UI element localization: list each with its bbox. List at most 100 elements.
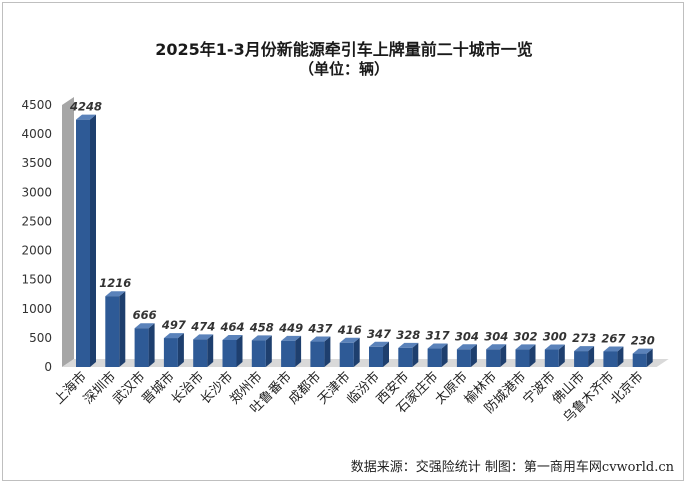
data-label: 437 xyxy=(307,322,332,336)
bar-side xyxy=(441,343,448,367)
data-label: 300 xyxy=(543,330,567,344)
bar-top xyxy=(603,346,624,352)
y-tick-label: 2500 xyxy=(21,214,52,228)
x-tick-label: 长沙市 xyxy=(197,369,236,408)
bar-top xyxy=(486,344,507,350)
y-tick-label: 4000 xyxy=(21,127,52,141)
x-tick-label: 成都市 xyxy=(285,369,324,408)
data-label: 230 xyxy=(631,334,655,348)
x-tick-label: 天津市 xyxy=(315,369,354,408)
data-label: 4248 xyxy=(69,100,102,114)
bar-side xyxy=(500,344,507,367)
y-tick-label: 4500 xyxy=(21,98,52,112)
bar-top xyxy=(544,344,565,350)
bar-side xyxy=(119,291,126,367)
bar xyxy=(134,328,149,367)
bar-top xyxy=(251,335,272,341)
data-label: 267 xyxy=(601,331,625,345)
bar xyxy=(369,346,383,367)
bar-top xyxy=(632,348,653,354)
x-tick-label: 武汉市 xyxy=(110,369,149,408)
data-label: 273 xyxy=(572,331,596,345)
bar-side xyxy=(646,348,653,367)
bar-top xyxy=(134,323,155,329)
x-tick-label: 上海市 xyxy=(51,369,90,408)
bar xyxy=(251,340,266,367)
bar xyxy=(544,349,559,367)
bar xyxy=(163,338,178,367)
x-tick-label: 晋城市 xyxy=(139,369,178,408)
bar-top xyxy=(163,333,184,339)
x-tick-label: 太原市 xyxy=(432,369,471,408)
bar-side xyxy=(177,333,184,367)
chart-side-wall xyxy=(62,97,74,367)
y-tick-label: 1000 xyxy=(21,302,52,316)
bar xyxy=(281,340,296,367)
data-label: 328 xyxy=(396,328,420,342)
data-label: 304 xyxy=(455,329,479,343)
bar-side xyxy=(383,341,389,367)
data-source-footer: 数据来源：交强险统计 制图：第一商用车网cvworld.cn xyxy=(350,460,674,475)
bar-top xyxy=(515,344,536,350)
bar-top xyxy=(222,334,243,340)
bar-side xyxy=(265,335,272,367)
bar xyxy=(76,119,90,367)
data-label: 449 xyxy=(278,321,303,335)
bar xyxy=(603,351,618,367)
data-label: 1216 xyxy=(99,276,131,290)
bar-side xyxy=(236,334,243,367)
bar-top xyxy=(281,335,302,341)
bar xyxy=(339,342,354,367)
bar-side xyxy=(529,344,536,367)
data-label: 304 xyxy=(484,329,508,343)
x-tick-label: 深圳市 xyxy=(80,369,119,408)
bar-top xyxy=(398,342,419,348)
bar-side xyxy=(353,337,360,367)
x-tick-label: 宁波市 xyxy=(520,369,559,408)
y-tick-label: 3000 xyxy=(21,185,52,199)
chart-title: 2025年1-3月份新能源牵引车上牌量前二十城市一览 xyxy=(155,40,533,59)
bar-side xyxy=(324,336,331,367)
bar-side xyxy=(148,323,155,367)
data-label: 416 xyxy=(337,323,362,337)
bar xyxy=(486,349,501,367)
data-label: 666 xyxy=(133,308,157,322)
bar-side xyxy=(90,114,96,367)
y-tick-label: 1500 xyxy=(21,273,52,287)
bar-top xyxy=(76,114,96,120)
data-label: 464 xyxy=(219,320,244,334)
bar xyxy=(456,349,471,367)
bar xyxy=(310,341,325,367)
y-tick-label: 500 xyxy=(29,331,52,345)
bar xyxy=(574,351,589,367)
bar-side xyxy=(470,344,477,367)
data-label: 497 xyxy=(161,318,186,332)
bar-side xyxy=(558,344,565,367)
data-label: 317 xyxy=(426,329,450,343)
chart-subtitle: （单位：辆） xyxy=(298,60,389,78)
bar-side xyxy=(295,335,302,367)
bar-side xyxy=(412,342,419,367)
bar-top xyxy=(339,337,360,343)
bar xyxy=(222,339,237,367)
y-tick-label: 3500 xyxy=(21,156,52,170)
bar-side xyxy=(207,334,214,367)
bar xyxy=(632,353,647,367)
bar-top xyxy=(193,334,214,340)
data-label: 302 xyxy=(513,329,537,343)
data-label: 347 xyxy=(367,327,391,341)
bar-side xyxy=(588,346,595,367)
bar xyxy=(427,348,442,367)
x-tick-label: 北京市 xyxy=(608,369,647,408)
bar xyxy=(515,349,530,367)
data-label: 458 xyxy=(249,320,274,334)
bar xyxy=(105,296,120,367)
bar-top xyxy=(105,291,126,297)
bar-top xyxy=(456,344,477,350)
bar-top xyxy=(369,341,389,347)
chart-frame xyxy=(2,2,684,481)
bar xyxy=(193,339,208,367)
bar-top xyxy=(574,346,595,352)
x-tick-label: 临汾市 xyxy=(344,369,383,408)
